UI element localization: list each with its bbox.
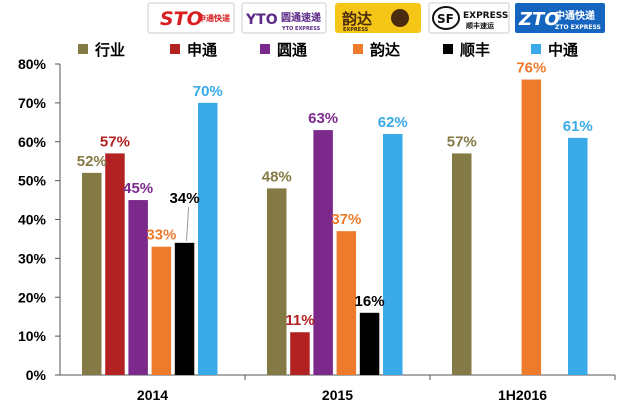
- bar: [105, 153, 125, 375]
- x-tick-label: 2015: [322, 387, 353, 403]
- bar-data-label: 63%: [308, 110, 338, 127]
- bar-data-label: 52%: [77, 153, 107, 170]
- bar-data-label: 57%: [100, 133, 130, 150]
- bar-data-label: 37%: [331, 211, 361, 228]
- bar-data-label: 48%: [262, 168, 292, 185]
- bar: [452, 153, 472, 375]
- bar: [336, 231, 357, 375]
- legend: 行业 申通 圆通 韵达 顺丰 中通: [78, 41, 578, 59]
- y-tick-label: 30%: [18, 250, 47, 266]
- legend-swatch: [443, 44, 453, 54]
- logo-sto: STO 申通快递: [147, 2, 235, 34]
- x-tick-label: 1H2016: [498, 387, 547, 403]
- bar-data-label: 76%: [516, 60, 546, 77]
- legend-label: 圆通: [277, 41, 307, 59]
- bar: [82, 172, 102, 375]
- bar: [128, 200, 148, 375]
- logo-zto-cn: 中通快递: [555, 9, 595, 22]
- legend-label: 申通: [187, 41, 217, 59]
- logo-sf-main: SF: [437, 12, 454, 26]
- logo-yto: YTO 圆通速递 YTO EXPRESS: [241, 2, 327, 34]
- bar-data-label: 62%: [378, 114, 408, 131]
- bar-data-label: 45%: [123, 180, 153, 197]
- bar-data-label: 34%: [170, 190, 200, 207]
- legend-label: 顺丰: [460, 41, 490, 59]
- logo-zto-sub: ZTO EXPRESS: [555, 24, 601, 31]
- bar-data-label: 33%: [146, 227, 176, 244]
- bar: [198, 102, 218, 375]
- y-tick-label: 20%: [18, 289, 47, 305]
- y-tick-label: 70%: [18, 95, 47, 111]
- legend-label: 韵达: [370, 41, 400, 59]
- legend-label: 中通: [548, 41, 578, 59]
- y-tick-label: 40%: [18, 212, 47, 228]
- logo-yunda-main: 韵达: [342, 10, 372, 28]
- logo-yto-sub: YTO EXPRESS: [281, 26, 321, 32]
- logo-yunda-sub: EXPRESS: [343, 27, 369, 33]
- legend-swatch: [260, 44, 270, 54]
- legend-swatch: [531, 44, 541, 54]
- logo-zto-main: ZTO: [518, 9, 560, 30]
- bar: [359, 312, 380, 375]
- legend-label: 行业: [94, 41, 125, 59]
- bar: [290, 332, 310, 375]
- legend-swatch: [170, 44, 180, 54]
- x-tick-label: 2014: [137, 387, 168, 403]
- y-tick-label: 10%: [18, 328, 47, 344]
- data-labels: 52% 48% 57% 57% 11% 45% 63% 33% 37% 76% 34% 16% 70% 6…: [77, 60, 593, 330]
- bar: [313, 130, 333, 375]
- bar-data-label: 70%: [193, 83, 223, 100]
- legend-swatch: [353, 44, 363, 54]
- y-tick-label: 60%: [18, 134, 47, 150]
- logo-sf: SF EXPRESS 顺丰速运: [428, 2, 510, 34]
- bar: [568, 137, 588, 375]
- logo-yunda-face-icon: [391, 9, 409, 27]
- y-tick-label: 50%: [18, 173, 47, 189]
- logo-sto-main: STO: [160, 8, 203, 30]
- logo-sf-cn: 顺丰速运: [466, 21, 495, 30]
- bar: [267, 188, 287, 375]
- logo-yto-main: YTO: [245, 12, 278, 28]
- label-leader-line: [186, 206, 190, 241]
- logo-yunda: 韵达 EXPRESS: [335, 3, 421, 33]
- bar-data-label: 11%: [285, 312, 314, 329]
- logo-sto-sub: 申通快递: [198, 13, 230, 23]
- legend-swatch: [78, 44, 88, 54]
- logo-yto-cn: 圆通速递: [281, 11, 321, 24]
- bar: [383, 133, 403, 375]
- bars: [82, 79, 588, 376]
- bar: [174, 242, 195, 375]
- y-tick-label: 0%: [26, 367, 47, 383]
- y-tick-label: 80%: [18, 56, 47, 72]
- logo-sf-en: EXPRESS: [463, 11, 508, 21]
- bar: [521, 79, 542, 376]
- logo-zto: ZTO 中通快递 ZTO EXPRESS: [515, 3, 605, 33]
- bar-data-label: 61%: [563, 118, 593, 135]
- bar-data-label: 57%: [447, 133, 477, 150]
- logo-sf-ring-icon: [432, 6, 460, 30]
- bar-data-label: 16%: [355, 293, 385, 310]
- bar: [151, 246, 172, 375]
